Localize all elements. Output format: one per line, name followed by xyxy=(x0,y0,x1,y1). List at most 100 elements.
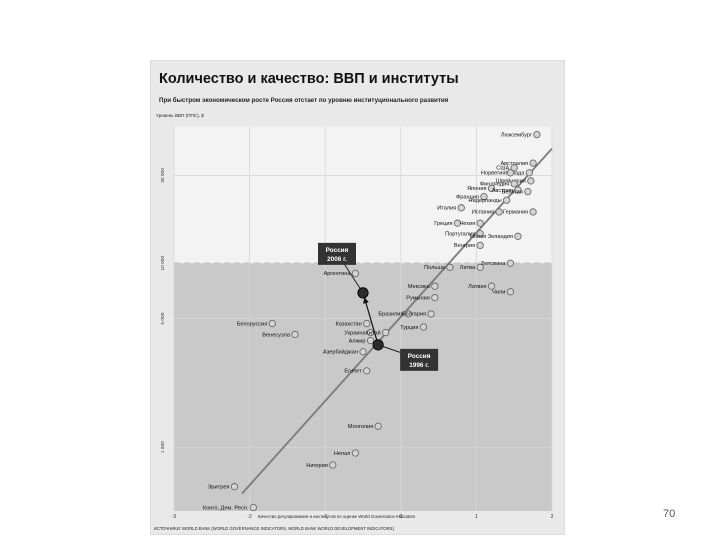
data-point: Новая Зеландия xyxy=(470,232,522,240)
data-point: Белоруссия xyxy=(237,319,276,328)
x-axis-label: Качество регулирования и институтов по о… xyxy=(258,514,416,519)
point-label: Аргентина xyxy=(324,271,352,277)
point-marker xyxy=(514,232,522,240)
data-point: Португалия xyxy=(445,229,484,237)
page-number: 70 xyxy=(663,508,676,520)
point-marker xyxy=(431,293,439,302)
callout-line-2: 1996 г. xyxy=(409,362,429,369)
russia-arrow xyxy=(363,297,379,346)
point-label: Эритрея xyxy=(207,484,229,490)
y-tick-label: 5 000 xyxy=(160,312,166,324)
data-point: Бразилия xyxy=(378,310,413,318)
data-point: Чили xyxy=(492,288,515,296)
x-tick-labels: -3 -2 -1 0 1 2 xyxy=(172,514,554,520)
x-tick-label: -2 xyxy=(247,514,252,520)
point-label: Чили xyxy=(492,290,505,296)
point-label: Испания xyxy=(472,210,494,216)
y-axis-label: Уровень ВВП (ППС), $ xyxy=(156,113,204,118)
point-marker xyxy=(366,328,375,337)
y-tick-label: 10 000 xyxy=(160,256,166,271)
point-marker xyxy=(502,196,511,204)
point-marker xyxy=(374,422,382,430)
point-label: Азербайджан xyxy=(323,349,358,356)
point-marker xyxy=(382,328,390,337)
point-marker xyxy=(363,367,371,375)
point-marker xyxy=(533,130,541,139)
callout-line-1: Россия xyxy=(326,247,349,254)
point-label: Финляндия xyxy=(480,182,509,188)
point-marker xyxy=(476,219,484,227)
point-marker xyxy=(527,177,535,185)
point-marker xyxy=(359,348,367,356)
point-marker xyxy=(366,336,375,345)
point-label: Мексика xyxy=(408,284,431,290)
data-point: Монголия xyxy=(348,422,382,430)
data-point: Греция xyxy=(434,219,462,227)
russia-marker-2006 xyxy=(357,287,369,299)
point-marker xyxy=(529,159,537,167)
point-marker xyxy=(453,219,462,227)
point-marker xyxy=(457,204,465,212)
data-point: Венгрия xyxy=(454,241,484,249)
point-marker xyxy=(431,282,439,290)
data-point: Финляндия xyxy=(480,180,518,188)
point-label: Конго, Дем. Респ. xyxy=(203,505,249,511)
point-marker xyxy=(525,169,533,177)
chart-title: Количество и качество: ВВП и институты xyxy=(159,71,459,87)
point-marker xyxy=(351,449,360,457)
point-marker xyxy=(514,186,522,194)
point-marker xyxy=(363,319,371,328)
data-point: Испания xyxy=(472,208,503,216)
data-point: Эритрея xyxy=(207,483,239,490)
point-label: Япония xyxy=(467,186,486,192)
data-point: Аргентина xyxy=(324,269,360,278)
point-label: Новая Зеландия xyxy=(470,234,513,240)
callout-box xyxy=(318,242,356,265)
point-label: Китай xyxy=(366,329,381,336)
data-point: Болгария xyxy=(402,310,435,318)
data-point: Конго, Дем. Респ. xyxy=(203,503,258,511)
callout-line-1: Россия xyxy=(408,353,431,360)
point-label: Греция xyxy=(434,221,452,227)
data-point: Польша xyxy=(424,263,454,271)
point-marker xyxy=(506,169,515,177)
point-marker xyxy=(510,180,518,188)
point-marker xyxy=(351,269,360,278)
callout-line-2: 2006 г. xyxy=(327,256,347,263)
data-point: Норвегия xyxy=(481,169,515,177)
data-point: Алжир xyxy=(349,336,375,345)
point-label: Италия xyxy=(437,206,456,212)
data-point: Швейцария xyxy=(496,177,535,185)
point-label: Румыния xyxy=(406,295,430,301)
data-point: Латвия xyxy=(468,282,496,290)
point-marker xyxy=(487,184,496,193)
point-marker xyxy=(268,319,276,328)
point-label: Венгрия xyxy=(454,243,475,249)
point-label: Австрия xyxy=(492,188,513,194)
point-label: Болгария xyxy=(402,312,426,318)
point-label: Ботсвана xyxy=(481,261,506,267)
point-marker xyxy=(427,310,435,318)
point-label: Германия xyxy=(503,210,528,216)
point-label: Латвия xyxy=(468,284,486,290)
x-tick-label: 0 xyxy=(399,514,402,520)
point-label: Нигерия xyxy=(306,463,327,469)
point-marker xyxy=(480,193,488,201)
point-marker xyxy=(495,208,503,216)
point-marker xyxy=(419,323,428,331)
point-label: Алжир xyxy=(349,338,366,344)
point-label: Польша xyxy=(424,265,446,271)
y-tick-label: 1 000 xyxy=(160,441,166,453)
point-marker xyxy=(404,310,413,318)
point-marker xyxy=(506,259,515,267)
point-label: Монголия xyxy=(348,424,373,430)
point-marker xyxy=(524,187,532,196)
point-marker xyxy=(329,461,337,469)
point-marker xyxy=(476,263,484,271)
point-label: Турция xyxy=(400,325,418,331)
russia-callout: Россия 1996 г. xyxy=(372,339,439,371)
point-label: Венесуэла xyxy=(262,332,291,338)
callout-box xyxy=(400,348,439,371)
data-point: Люксембург xyxy=(501,130,541,139)
point-label: США xyxy=(496,166,509,172)
